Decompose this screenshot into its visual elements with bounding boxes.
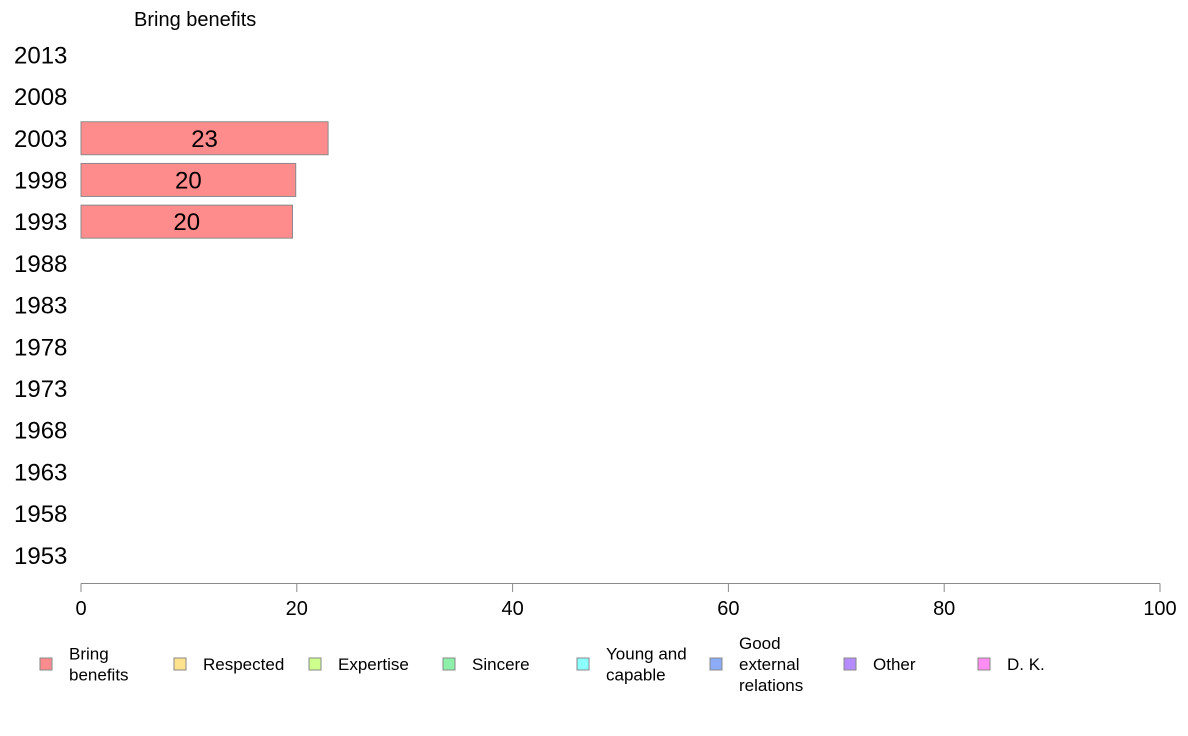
y-tick-label: 2013 (14, 42, 67, 69)
legend-swatch (39, 657, 53, 671)
y-tick-label: 1968 (14, 418, 67, 445)
legend-swatch (977, 657, 991, 671)
chart-title: Bring benefits (134, 9, 256, 31)
legend-item: D. K. (977, 655, 1045, 674)
legend-item: Respected (173, 655, 284, 674)
y-tick-label: 1953 (14, 543, 67, 570)
legend-label: benefits (69, 666, 129, 685)
legend-label: Expertise (338, 655, 409, 674)
x-tick-label: 80 (933, 598, 955, 620)
legend-label: Good (739, 634, 781, 653)
y-tick-label: 2003 (14, 126, 67, 153)
bar-value-label: 23 (191, 126, 218, 153)
y-tick-label: 1973 (14, 376, 67, 403)
legend-label: relations (739, 676, 803, 695)
x-tick-label: 40 (501, 598, 523, 620)
legend-item: Sincere (442, 655, 530, 674)
legend-item: Good external relations (709, 634, 803, 695)
legend-label: Bring (69, 645, 109, 664)
legend-swatch (308, 657, 322, 671)
legend-item: Bring benefits (39, 645, 129, 685)
legend-item: Other (843, 655, 916, 674)
bar (80, 121, 329, 156)
y-tick-label: 2008 (14, 84, 67, 111)
legend-label: capable (606, 666, 666, 685)
legend-label: Young and (606, 645, 687, 664)
legend-swatch (442, 657, 456, 671)
bar-value-label: 20 (173, 209, 200, 236)
legend: Bring benefits Respected Expertise Sincere Yo… (39, 634, 1045, 695)
legend-label: external (739, 655, 799, 674)
legend-label: D. K. (1007, 655, 1045, 674)
bar-value-label: 20 (175, 167, 202, 194)
y-tick-label: 1983 (14, 293, 67, 320)
y-tick-label: 1993 (14, 209, 67, 236)
y-tick-label: 1958 (14, 501, 67, 528)
y-tick-label: 1998 (14, 167, 67, 194)
legend-label: Respected (203, 655, 284, 674)
legend-item: Young and capable (576, 645, 687, 685)
legend-swatch (173, 657, 187, 671)
x-tick-label: 20 (286, 598, 308, 620)
legend-swatch (843, 657, 857, 671)
x-axis: 0 20 40 60 80 100 (75, 583, 1177, 620)
bars: 23 20 20 (80, 121, 329, 239)
x-tick-label: 0 (75, 598, 86, 620)
y-tick-label: 1988 (14, 251, 67, 278)
legend-item: Expertise (308, 655, 409, 674)
legend-swatch (709, 657, 723, 671)
x-tick-label: 100 (1143, 598, 1176, 620)
y-tick-label: 1963 (14, 459, 67, 486)
legend-swatch (576, 657, 590, 671)
x-tick-label: 60 (717, 598, 739, 620)
y-axis-labels: 2013 2008 2003 1998 1993 1988 1983 1978 1973 1968… (14, 42, 67, 569)
legend-label: Sincere (472, 655, 530, 674)
y-tick-label: 1978 (14, 334, 67, 361)
bar (80, 162, 297, 197)
bar (80, 204, 293, 239)
legend-label: Other (873, 655, 916, 674)
